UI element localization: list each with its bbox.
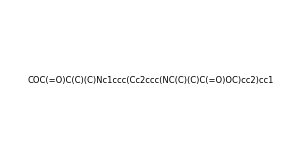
Text: COC(=O)C(C)(C)Nc1ccc(Cc2ccc(NC(C)(C)C(=O)OC)cc2)cc1: COC(=O)C(C)(C)Nc1ccc(Cc2ccc(NC(C)(C)C(=O… — [28, 76, 274, 85]
